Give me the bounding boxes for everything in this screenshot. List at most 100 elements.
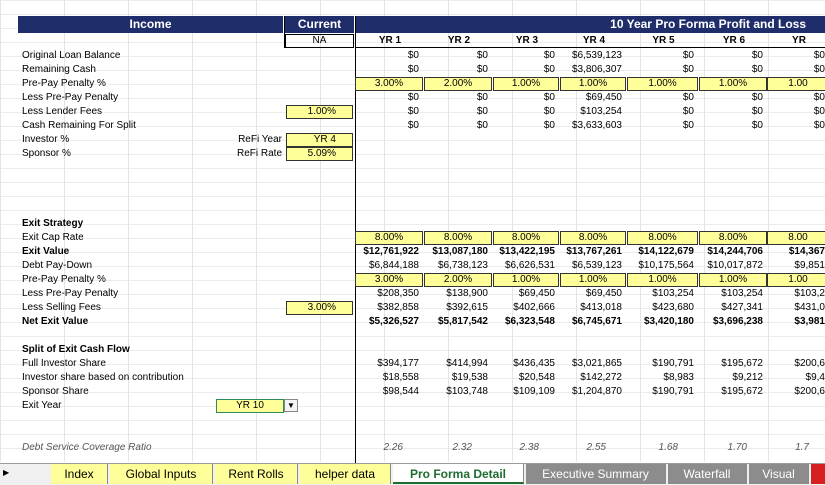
income-cell: $0 <box>543 106 555 117</box>
exit-cell: $103,254 <box>652 288 694 299</box>
exit-cell: $6,738,123 <box>437 260 488 271</box>
exit-cell[interactable]: 1.00 <box>767 273 825 287</box>
exit-cell[interactable]: 1.00% <box>699 273 767 287</box>
exit-cell: $5,817,542 <box>437 316 488 327</box>
exit-cell[interactable]: 8.00% <box>355 231 423 245</box>
exit-row-label: Net Exit Value <box>22 316 89 327</box>
income-cell: $0 <box>682 120 694 131</box>
income-sub-label: ReFi Year <box>238 134 282 145</box>
exit-cell: $13,087,180 <box>432 246 488 257</box>
income-cell[interactable]: 1.00% <box>699 77 767 91</box>
income-cell[interactable]: 1.00 <box>767 77 825 91</box>
split-row-label: Exit Year <box>22 400 62 411</box>
exit-cell: $103,254 <box>721 288 763 299</box>
income-cell: $0 <box>407 106 419 117</box>
tab-waterfall[interactable]: Waterfall <box>668 464 747 484</box>
tab-index[interactable]: Index <box>51 464 108 484</box>
exit-strategy-title: Exit Strategy <box>22 218 84 229</box>
exit-row-label: Less Selling Fees <box>22 302 101 313</box>
tab-pro-forma-detail[interactable]: Pro Forma Detail <box>393 464 524 484</box>
exit-cell[interactable]: 8.00% <box>493 231 559 245</box>
income-current-input[interactable]: YR 4 <box>286 133 353 147</box>
exit-cell[interactable]: 8.00% <box>560 231 626 245</box>
income-row-label: Pre-Pay Penalty % <box>22 78 106 89</box>
income-cell[interactable]: 1.00% <box>493 77 559 91</box>
income-cell[interactable]: 1.00% <box>560 77 626 91</box>
income-cell: $0 <box>476 50 488 61</box>
exit-cell[interactable]: 8.00 <box>767 231 825 245</box>
split-cell: $190,791 <box>652 358 694 369</box>
year-header-1: YR 1 <box>378 35 402 46</box>
income-cell: $0 <box>682 64 694 75</box>
income-row-label: Less Lender Fees <box>22 106 103 117</box>
income-current-input[interactable]: 1.00% <box>286 105 353 119</box>
exit-cell: $14,367 <box>788 246 825 257</box>
sheet-tab-bar: ▶ Index Global Inputs Rent Rolls helper dat… <box>0 463 825 485</box>
exit-cell: $208,350 <box>377 288 419 299</box>
tab-overflow-indicator <box>811 464 825 484</box>
income-cell: $0 <box>751 120 763 131</box>
income-cell: $0 <box>407 50 419 61</box>
split-current-input[interactable]: YR 10 <box>216 399 284 413</box>
exit-cell[interactable]: 8.00% <box>627 231 698 245</box>
exit-cell: $10,017,872 <box>707 260 763 271</box>
income-cell: $0 <box>543 120 555 131</box>
tab-executive-summary[interactable]: Executive Summary <box>526 464 666 484</box>
income-cell: $6,539,123 <box>571 50 622 61</box>
exit-cell: $5,326,527 <box>368 316 419 327</box>
income-row-label: Less Pre-Pay Penalty <box>22 92 119 103</box>
split-cell: $18,558 <box>382 372 419 383</box>
split-cell: $195,672 <box>721 386 763 397</box>
split-cell: $190,791 <box>652 386 694 397</box>
split-cell: $1,204,870 <box>571 386 622 397</box>
tab-scroll-right-icon[interactable]: ▶ <box>3 468 10 477</box>
exit-cell: $6,844,188 <box>368 260 419 271</box>
split-cell: $20,548 <box>518 372 555 383</box>
tab-rent-rolls[interactable]: Rent Rolls <box>215 464 298 484</box>
exit-cell[interactable]: 1.00% <box>627 273 698 287</box>
exit-cell: $10,175,564 <box>638 260 694 271</box>
exit-cell[interactable]: 8.00% <box>699 231 767 245</box>
split-cell: $394,177 <box>377 358 419 369</box>
tab-visual[interactable]: Visual <box>749 464 809 484</box>
exit-cell[interactable]: 1.00% <box>493 273 559 287</box>
income-cell: $0 <box>476 92 488 103</box>
income-cell: $0 <box>751 64 763 75</box>
year-header-7: YR <box>792 35 806 46</box>
income-current-input[interactable]: 5.09% <box>286 147 353 161</box>
exit-cell[interactable]: 3.00% <box>355 273 423 287</box>
income-cell[interactable]: 2.00% <box>424 77 492 91</box>
exit-cell: $13,767,261 <box>566 246 622 257</box>
tab-helper-data[interactable]: helper data <box>300 464 391 484</box>
exit-current-input[interactable]: 3.00% <box>286 301 353 315</box>
year-header-3: YR 3 <box>515 35 539 46</box>
income-cell: $0 <box>543 64 555 75</box>
income-cell: $0 <box>682 92 694 103</box>
exit-cell: $13,422,195 <box>499 246 555 257</box>
split-cell: $9,4 <box>805 372 825 383</box>
income-cell: $0 <box>813 92 825 103</box>
income-row-label: Remaining Cash <box>22 64 96 75</box>
income-cell: $3,633,603 <box>571 120 622 131</box>
split-title: Split of Exit Cash Flow <box>22 344 130 355</box>
exit-cell[interactable]: 2.00% <box>424 273 492 287</box>
split-cell: $8,983 <box>663 372 694 383</box>
exit-cell[interactable]: 8.00% <box>424 231 492 245</box>
income-cell: $0 <box>751 50 763 61</box>
income-cell: $69,450 <box>585 92 622 103</box>
dscr-cell: 2.55 <box>586 442 606 453</box>
exit-row-label: Pre-Pay Penalty % <box>22 274 106 285</box>
exit-cell[interactable]: 1.00% <box>560 273 626 287</box>
exit-year-dropdown-icon[interactable]: ▼ <box>284 399 298 412</box>
exit-cell: $6,323,548 <box>504 316 555 327</box>
exit-cell: $427,341 <box>721 302 763 313</box>
income-row-label: Investor % <box>22 134 70 145</box>
split-cell: $142,272 <box>580 372 622 383</box>
income-cell[interactable]: 3.00% <box>355 77 423 91</box>
exit-cell: $14,244,706 <box>707 246 763 257</box>
tab-global-inputs[interactable]: Global Inputs <box>110 464 213 484</box>
income-cell[interactable]: 1.00% <box>627 77 698 91</box>
exit-row-label: Less Pre-Pay Penalty <box>22 288 119 299</box>
exit-cell: $6,539,123 <box>571 260 622 271</box>
exit-cell: $9,851 <box>794 260 825 271</box>
